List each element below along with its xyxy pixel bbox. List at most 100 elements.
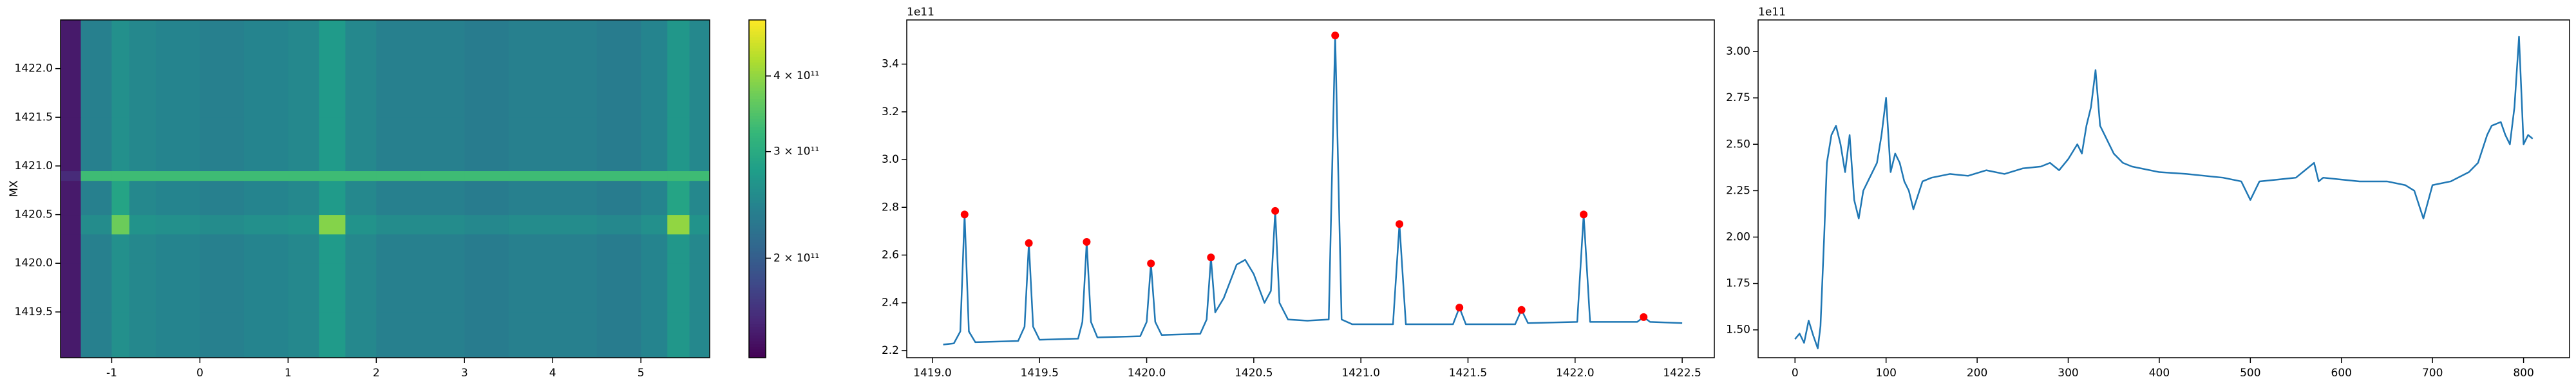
heatmap-cell: [243, 180, 289, 216]
colorbar-gradient: [749, 56, 766, 60]
heatmap-cell: [641, 234, 668, 264]
y-tick-label: 1421.5: [15, 111, 53, 124]
colorbar-gradient: [749, 70, 766, 74]
colorbar-gradient: [749, 28, 766, 32]
peak-marker: [1025, 239, 1033, 247]
heatmap-cell: [376, 311, 421, 358]
y-tick-label: 1421.0: [15, 160, 53, 172]
colorbar-gradient: [749, 304, 766, 308]
heatmap-cell: [689, 170, 710, 181]
colorbar-gradient: [749, 115, 766, 119]
heatmap-cell: [345, 170, 377, 181]
heatmap-cell: [464, 20, 509, 69]
colorbar-gradient: [749, 295, 766, 299]
heatmap-cell: [288, 20, 319, 69]
colorbar-gradient: [749, 219, 766, 223]
colorbar-gradient: [749, 172, 766, 176]
axes-frame: [60, 19, 710, 358]
heatmap-cell: [689, 214, 710, 235]
colorbar-gradient: [749, 208, 766, 212]
heatmap-cell: [200, 311, 245, 358]
heatmap-cell: [420, 234, 465, 264]
colorbar-gradient: [749, 166, 766, 170]
colorbar-gradient: [749, 180, 766, 184]
heatmap-cell: [61, 20, 81, 69]
heatmap-cell: [641, 117, 668, 172]
axes-frame: [1757, 19, 2570, 358]
heatmap-cell: [129, 234, 156, 264]
colorbar-gradient: [749, 276, 766, 280]
heatmap-cell: [345, 214, 377, 235]
colorbar-gradient: [749, 121, 766, 125]
heatmap-cell: [667, 68, 690, 118]
colorbar-gradient: [749, 236, 766, 240]
colorbar-gradient: [749, 203, 766, 207]
heatmap-cell: [508, 234, 553, 264]
heatmap-cell: [420, 170, 465, 181]
colorbar-gradient: [749, 174, 766, 178]
heatmap-cell: [61, 180, 81, 216]
x-tick-label: -1: [106, 367, 117, 380]
y-offset-label: 1e11: [1758, 6, 1786, 19]
heatmap-cell: [508, 180, 553, 216]
peak-marker: [1455, 304, 1464, 312]
heatmap-cell: [596, 234, 641, 264]
heatmap-cell: [200, 68, 245, 118]
heatmap-cell: [376, 68, 421, 118]
y-tick-label: 2.75: [1726, 91, 1750, 104]
heatmap-cell: [80, 234, 112, 264]
heatmap-cell: [61, 263, 81, 313]
colorbar-gradient: [749, 248, 766, 252]
colorbar-gradient: [749, 158, 766, 161]
colorbar-tick-label: 2 × 10¹¹: [773, 252, 819, 264]
heatmap-cell: [129, 214, 156, 235]
colorbar-gradient: [749, 211, 766, 215]
y-tick-label: 1419.5: [15, 306, 53, 318]
x-tick-label: 1420.0: [1128, 367, 1166, 380]
heatmap-cell: [464, 263, 509, 313]
y-tick-label: 3.2: [882, 106, 899, 118]
heatmap-cell: [464, 311, 509, 358]
colorbar-gradient: [749, 321, 766, 325]
heatmap-cell: [596, 180, 641, 216]
peak-marker: [960, 210, 969, 219]
colorbar-tick-label: 4 × 10¹¹: [773, 69, 819, 82]
heatmap-cell: [596, 214, 641, 235]
y-tick-label: 3.0: [882, 153, 899, 166]
heatmap-cell: [667, 170, 690, 181]
colorbar-gradient: [749, 191, 766, 195]
colorbar-gradient: [749, 113, 766, 116]
colorbar-gradient: [749, 101, 766, 105]
heatmap-cell: [464, 180, 509, 216]
heatmap-cell: [80, 117, 112, 172]
colorbar-gradient: [749, 76, 766, 80]
heatmap-cell: [464, 214, 509, 235]
colorbar-gradient: [749, 25, 766, 29]
heatmap-cell: [200, 117, 245, 172]
colorbar-gradient: [749, 352, 766, 356]
heatmap-cell: [464, 68, 509, 118]
heatmap-cell: [553, 68, 598, 118]
heatmap-cell: [689, 20, 710, 69]
heatmap-cell: [596, 68, 641, 118]
colorbar-gradient: [749, 253, 766, 257]
x-tick-label: 1419.0: [913, 367, 951, 380]
heatmap-cell: [376, 234, 421, 264]
colorbar-gradient: [749, 33, 766, 37]
colorbar-gradient: [749, 228, 766, 232]
heatmap-cell: [319, 214, 346, 235]
heatmap-cell: [319, 68, 346, 118]
colorbar-gradient: [749, 293, 766, 297]
colorbar-gradient: [749, 324, 766, 327]
colorbar-gradient: [749, 39, 766, 43]
heatmap-cell: [553, 311, 598, 358]
peak-marker: [1640, 313, 1648, 321]
x-tick-label: 2: [373, 367, 380, 380]
colorbar-gradient: [749, 234, 766, 237]
colorbar-gradient: [749, 138, 766, 142]
colorbar-gradient: [749, 309, 766, 313]
colorbar-gradient: [749, 262, 766, 266]
colorbar-gradient: [749, 45, 766, 49]
heatmap-cell: [129, 180, 156, 216]
colorbar-gradient: [749, 133, 766, 136]
